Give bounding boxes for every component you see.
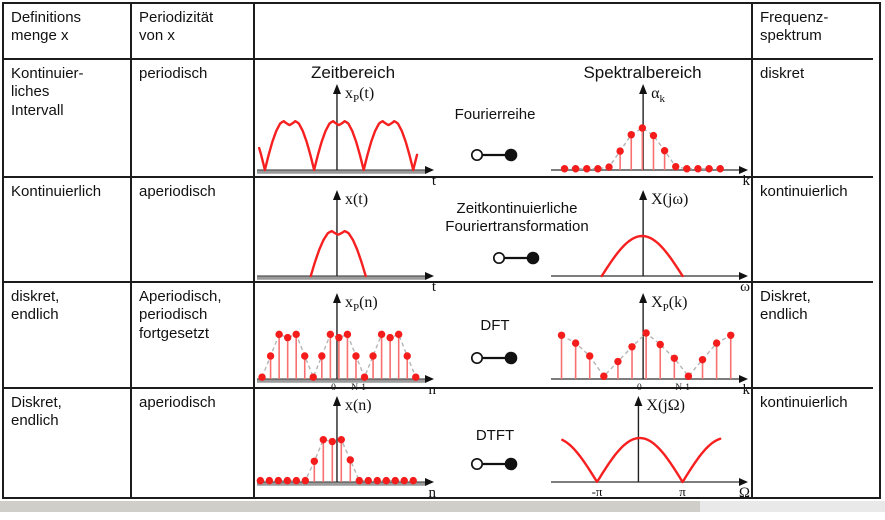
row2-definition-set: Kontinuierlich — [4, 178, 132, 283]
svg-text:Ω: Ω — [739, 485, 750, 501]
row1-periodicity: periodisch — [132, 60, 255, 178]
header-frequency-spectrum: Frequenz- spektrum — [753, 4, 873, 60]
transform-label-block: DTFT — [440, 427, 550, 473]
svg-text:t: t — [432, 173, 437, 189]
row2-periodicity: aperiodisch — [132, 178, 255, 283]
time-domain-plot-aperiodic-signal: x(t) t — [257, 190, 437, 295]
svg-text:xP(t): xP(t) — [345, 85, 374, 105]
header-plots-empty — [255, 4, 753, 60]
svg-text:0: 0 — [331, 383, 336, 393]
row3-periodicity: Aperiodisch, periodisch fortgesetzt — [132, 283, 255, 389]
transform-label-block: Fourierreihe — [433, 106, 557, 164]
transform-name: Zeitkontinuierliche Fouriertransformatio… — [445, 200, 589, 236]
spectral-domain-plot-dtft-spectrum: X(jΩ) -π π Ω — [551, 396, 750, 501]
transform-label-block: Zeitkontinuierliche Fouriertransformatio… — [413, 200, 621, 267]
fourier-transform-table: Definitions menge x Periodizität von x F… — [2, 2, 881, 501]
svg-text:t: t — [432, 279, 437, 295]
row4-periodicity: aperiodisch — [132, 389, 255, 497]
transform-pair-icon — [470, 457, 518, 471]
row1-frequency-spectrum: diskret — [753, 60, 873, 178]
svg-text:X(jω): X(jω) — [651, 191, 688, 208]
svg-text:xP(n): xP(n) — [345, 294, 378, 314]
spectral-domain-plot-fourier-coefficients: αk k — [551, 84, 751, 189]
bottom-strip-dark — [0, 501, 700, 512]
row1-definition-set: Kontinuier- liches Intervall — [4, 60, 132, 178]
bottom-strip — [0, 501, 885, 512]
svg-text:n: n — [429, 382, 437, 398]
svg-text:-π: -π — [592, 484, 603, 499]
transform-pair-icon — [470, 148, 518, 162]
transform-name: DTFT — [475, 427, 515, 444]
bottom-strip-light — [700, 501, 885, 512]
svg-text:0: 0 — [637, 383, 642, 393]
spectral-domain-header: Spektralbereich — [583, 63, 702, 82]
svg-text:X(jΩ): X(jΩ) — [646, 397, 685, 414]
time-domain-header: Zeitbereich — [310, 63, 396, 82]
time-domain-plot-finite-sequence: x(n) n — [256, 396, 437, 501]
row4-plots-cell: x(n) n DTFT X(jΩ) -π π Ω — [255, 389, 753, 501]
svg-text:π: π — [679, 484, 686, 499]
svg-text:k: k — [743, 382, 751, 398]
transform-name: Fourierreihe — [454, 106, 536, 123]
time-domain-plot-periodic-sequence: xP(n) 0 N-1 n — [257, 293, 437, 398]
spectral-domain-plot-dft-spectrum: XP(k) 0 N-1 k — [551, 293, 751, 398]
row2-frequency-spectrum: kontinuierlich — [753, 178, 873, 283]
svg-text:k: k — [743, 173, 751, 189]
svg-text:N-1: N-1 — [351, 383, 366, 393]
row4-frequency-spectrum: kontinuierlich — [760, 394, 848, 411]
row3-definition-set: diskret, endlich — [4, 283, 132, 389]
row2-plots-cell: x(t) t Zeitkontinuierliche Fouriertransfo… — [255, 178, 753, 295]
row3-frequency-spectrum: Diskret, endlich — [753, 283, 873, 389]
transform-pair-icon — [470, 351, 518, 365]
header-periodicity: Periodizität von x — [132, 4, 255, 60]
svg-text:x(t): x(t) — [345, 191, 368, 208]
transform-pair-icon — [492, 251, 540, 264]
svg-text:αk: αk — [651, 85, 665, 105]
time-domain-plot-periodic-signal: xP(t) t — [257, 84, 437, 189]
header-definition-set: Definitions menge x — [4, 4, 132, 60]
transform-label-block: DFT — [440, 317, 550, 367]
row1-plots-cell: Zeitbereich Spektralbereich xP(t) t Fouri… — [255, 60, 753, 189]
svg-text:N-1: N-1 — [675, 383, 690, 393]
svg-text:ω: ω — [740, 279, 750, 295]
spectral-domain-plot-continuous-spectrum: X(jω) ω — [551, 190, 750, 295]
svg-text:XP(k): XP(k) — [651, 294, 687, 314]
svg-text:x(n): x(n) — [345, 397, 372, 414]
svg-text:n: n — [429, 485, 437, 501]
transform-name: DFT — [480, 317, 510, 334]
row4-definition-set: Diskret, endlich — [4, 389, 132, 497]
row3-plots-cell: xP(n) 0 N-1 n DFT XP(k) 0 N-1 k — [255, 283, 753, 398]
